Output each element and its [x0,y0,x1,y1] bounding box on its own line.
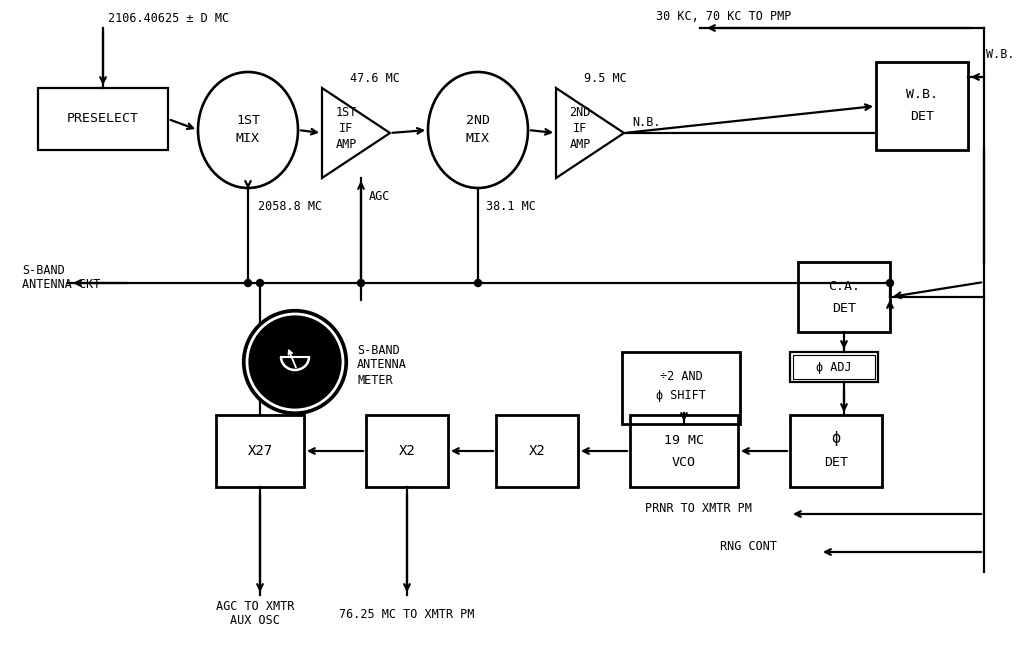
Text: METER: METER [357,373,393,386]
Text: AGC TO XMTR: AGC TO XMTR [216,600,294,613]
Text: ÷2 AND: ÷2 AND [660,369,703,382]
Text: W.B.: W.B. [986,47,1015,60]
Text: AMP: AMP [570,138,591,150]
Text: PRNR TO XMTR PM: PRNR TO XMTR PM [645,501,752,514]
Text: W.B.: W.B. [906,89,938,102]
Text: X27: X27 [247,444,273,458]
Bar [496,415,578,487]
Text: 9.5 MC: 9.5 MC [584,72,626,85]
Text: S-BAND: S-BAND [22,264,65,276]
Text: ϕ ADJ: ϕ ADJ [817,361,852,373]
Text: 1ST: 1ST [336,106,357,119]
Text: MIX: MIX [466,133,490,146]
Text: X2: X2 [399,444,415,458]
Text: S-BAND: S-BAND [357,344,400,356]
Text: AGC: AGC [369,190,391,203]
Text: MIX: MIX [236,133,260,146]
Circle shape [243,310,347,414]
Circle shape [358,279,364,287]
Text: 38.1 MC: 38.1 MC [486,199,536,213]
Text: 2106.40625 ± D MC: 2106.40625 ± D MC [108,12,229,24]
Text: 76.25 MC TO XMTR PM: 76.25 MC TO XMTR PM [340,609,475,621]
Text: AMP: AMP [336,138,357,150]
Bar [793,355,875,379]
Text: ϕ: ϕ [832,432,841,447]
Text: 19 MC: 19 MC [664,434,704,447]
Bar [876,62,968,150]
Bar [216,415,304,487]
Text: ANTENNA: ANTENNA [357,358,407,371]
Text: 2ND: 2ND [466,115,490,127]
Bar [798,262,890,332]
Text: DET: DET [824,455,848,468]
Text: C.A.: C.A. [828,279,860,293]
Text: IF: IF [339,121,353,134]
Text: 1ST: 1ST [236,115,260,127]
Text: DET: DET [832,302,856,314]
Circle shape [247,314,343,410]
Text: 2058.8 MC: 2058.8 MC [258,199,322,213]
Text: ANTENNA CKT: ANTENNA CKT [22,279,101,291]
Text: AUX OSC: AUX OSC [230,613,280,626]
Bar [790,415,882,487]
Bar [366,415,448,487]
Text: VCO: VCO [672,455,696,468]
Bar [622,352,740,424]
Circle shape [887,279,894,287]
Text: DET: DET [910,110,934,123]
Bar [630,415,738,487]
Circle shape [475,279,481,287]
Bar [38,88,168,150]
Text: X2: X2 [529,444,545,458]
Text: 47.6 MC: 47.6 MC [350,72,400,85]
Text: N.B.: N.B. [632,117,660,129]
Text: 2ND: 2ND [570,106,591,119]
Circle shape [256,279,263,287]
Circle shape [244,279,251,287]
Text: 30 KC, 70 KC TO PMP: 30 KC, 70 KC TO PMP [656,10,791,24]
Text: IF: IF [573,121,587,134]
Text: ϕ SHIFT: ϕ SHIFT [656,390,706,403]
Bar [790,352,878,382]
Text: PRESELECT: PRESELECT [67,112,139,125]
Text: RNG CONT: RNG CONT [720,539,777,552]
